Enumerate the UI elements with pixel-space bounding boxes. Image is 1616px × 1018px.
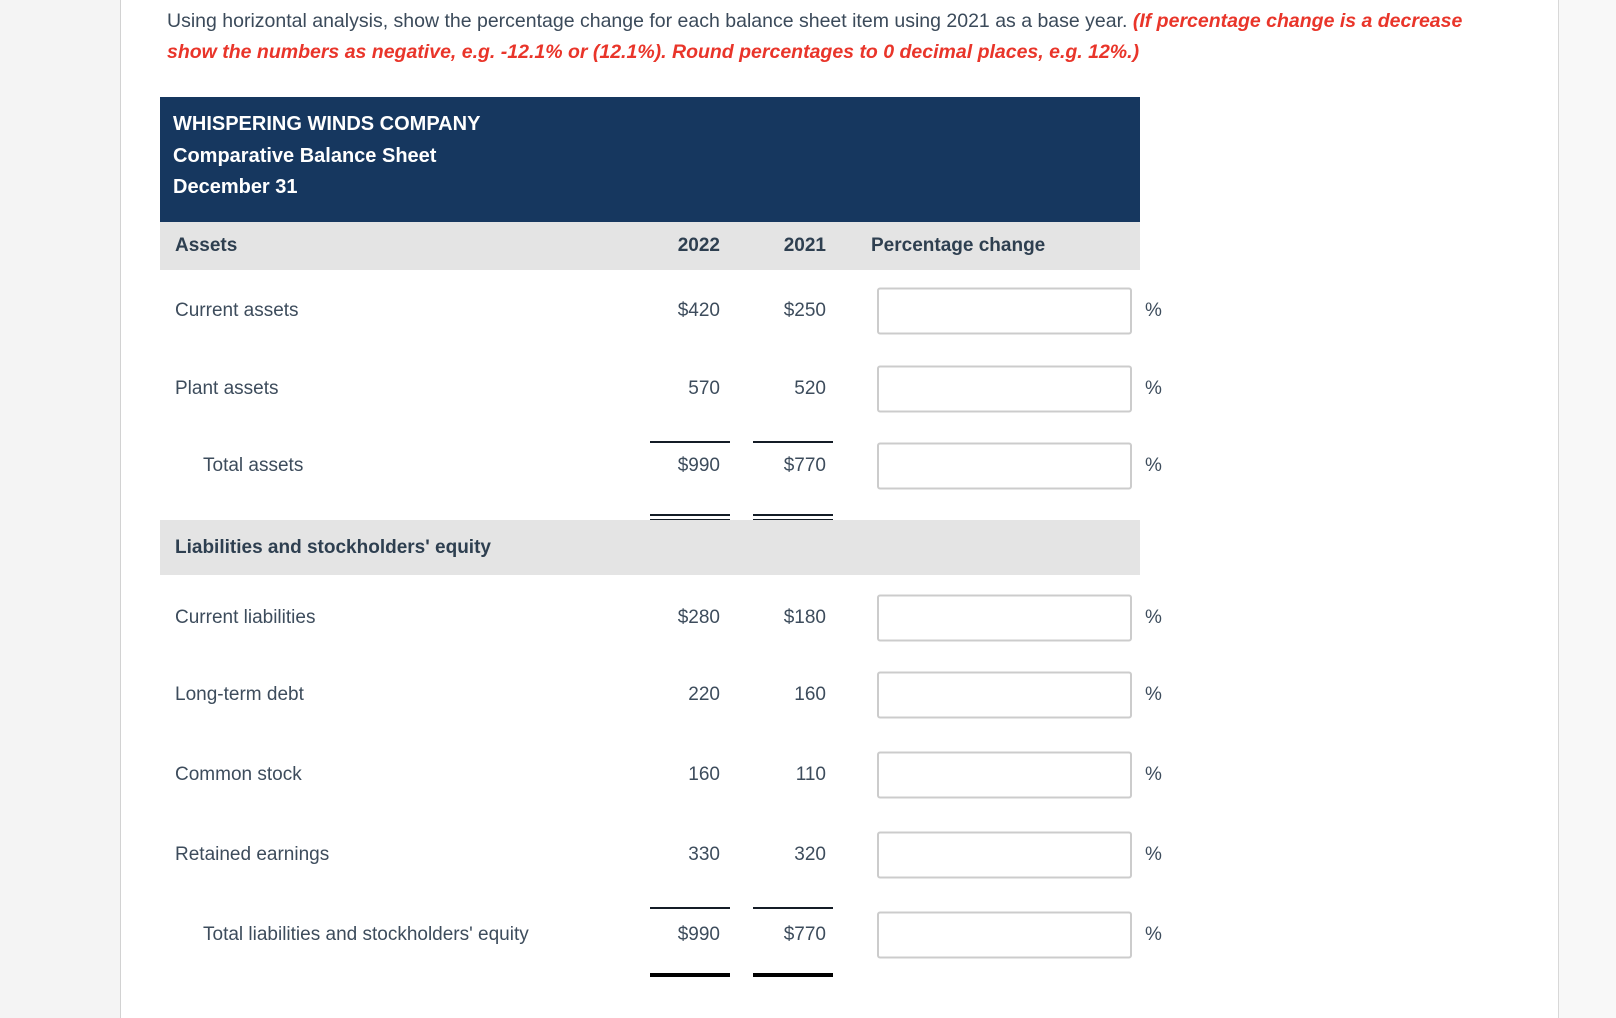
instruction-normal-text: Using horizontal analysis, show the perc… xyxy=(167,10,1133,32)
table-row-total-liabilities-and-equity: Total liabilities and stockholders' equi… xyxy=(160,896,1162,974)
underline-2021-column xyxy=(753,907,833,909)
percent-sign: % xyxy=(1145,607,1162,628)
table-row-common-stock: Common stock 160 110 % xyxy=(160,736,1162,814)
value-2022: $990 xyxy=(677,455,720,476)
underline-2022-column xyxy=(650,441,730,443)
statement-date: December 31 xyxy=(173,176,298,198)
column-header-2021: 2021 xyxy=(783,235,826,256)
table-row-total-assets: Total assets $990 $770 % xyxy=(160,427,1162,505)
underline-2021-column xyxy=(753,514,833,516)
percentage-change-input[interactable] xyxy=(877,671,1132,719)
row-label: Current assets xyxy=(175,300,299,321)
left-gutter xyxy=(0,0,121,1018)
section-label-assets: Assets xyxy=(175,235,238,256)
value-2022: $990 xyxy=(677,924,720,945)
assets-section-header-row: Assets 2022 2021 Percentage change xyxy=(160,222,1140,270)
row-label: Plant assets xyxy=(175,378,279,399)
underline-2022-column xyxy=(650,514,730,516)
value-2022: 570 xyxy=(688,378,720,399)
table-row-long-term-debt: Long-term debt 220 160 % xyxy=(160,656,1162,734)
value-2021: 160 xyxy=(794,684,826,705)
percentage-change-input[interactable] xyxy=(877,911,1132,959)
column-header-2022: 2022 xyxy=(677,235,720,256)
percent-sign: % xyxy=(1145,924,1162,945)
company-name: WHISPERING WINDS COMPANY xyxy=(173,113,481,135)
percentage-change-input[interactable] xyxy=(877,287,1132,335)
table-row-current-liabilities: Current liabilities $280 $180 % xyxy=(160,579,1162,657)
instruction-text: Using horizontal analysis, show the perc… xyxy=(167,6,1477,68)
value-2022: $280 xyxy=(677,607,720,628)
row-label: Retained earnings xyxy=(175,844,330,865)
comparative-balance-sheet: WHISPERING WINDS COMPANY Comparative Bal… xyxy=(160,97,1162,981)
value-2021: 320 xyxy=(794,844,826,865)
section-label-liabilities: Liabilities and stockholders' equity xyxy=(175,536,491,558)
percent-sign: % xyxy=(1145,300,1162,321)
column-header-percentage-change: Percentage change xyxy=(871,235,1046,256)
table-row-current-assets: Current assets $420 $250 % xyxy=(160,272,1162,350)
value-2022: 160 xyxy=(688,764,720,785)
content-area: Using horizontal analysis, show the perc… xyxy=(121,0,1558,1018)
percent-sign: % xyxy=(1145,764,1162,785)
underline-2021-column xyxy=(753,973,833,977)
percent-sign: % xyxy=(1145,684,1162,705)
liabilities-section-header-row: Liabilities and stockholders' equity xyxy=(160,520,1140,575)
row-label: Common stock xyxy=(175,764,302,785)
underline-2022-column xyxy=(650,907,730,909)
row-label: Long-term debt xyxy=(175,684,304,705)
value-2022: 330 xyxy=(688,844,720,865)
value-2021: $770 xyxy=(783,924,826,945)
value-2021: 520 xyxy=(794,378,826,399)
row-label: Total assets xyxy=(203,455,304,476)
table-row-plant-assets: Plant assets 570 520 % xyxy=(160,350,1162,428)
underline-2021-column xyxy=(753,441,833,443)
instruction-emphasis-text: (If percentage change is a decrease show… xyxy=(167,10,1463,63)
percent-sign: % xyxy=(1145,455,1162,476)
percentage-change-input[interactable] xyxy=(877,751,1132,799)
percentage-change-input[interactable] xyxy=(877,594,1132,642)
row-label: Current liabilities xyxy=(175,607,316,628)
value-2022: 220 xyxy=(688,684,720,705)
statement-title: Comparative Balance Sheet xyxy=(173,144,437,167)
row-label: Total liabilities and stockholders' equi… xyxy=(203,924,529,945)
value-2021: $770 xyxy=(783,455,826,476)
percentage-change-input[interactable] xyxy=(877,365,1132,413)
value-2021: 110 xyxy=(795,764,826,785)
percent-sign: % xyxy=(1145,844,1162,865)
statement-header: WHISPERING WINDS COMPANY Comparative Bal… xyxy=(160,97,1140,222)
percent-sign: % xyxy=(1145,378,1162,399)
table-row-retained-earnings: Retained earnings 330 320 % xyxy=(160,816,1162,894)
right-gutter xyxy=(1558,0,1616,1018)
value-2022: $420 xyxy=(677,300,720,321)
underline-2022-column xyxy=(650,973,730,977)
percentage-change-input[interactable] xyxy=(877,442,1132,490)
value-2021: $250 xyxy=(783,300,826,321)
percentage-change-input[interactable] xyxy=(877,831,1132,879)
value-2021: $180 xyxy=(783,607,826,628)
